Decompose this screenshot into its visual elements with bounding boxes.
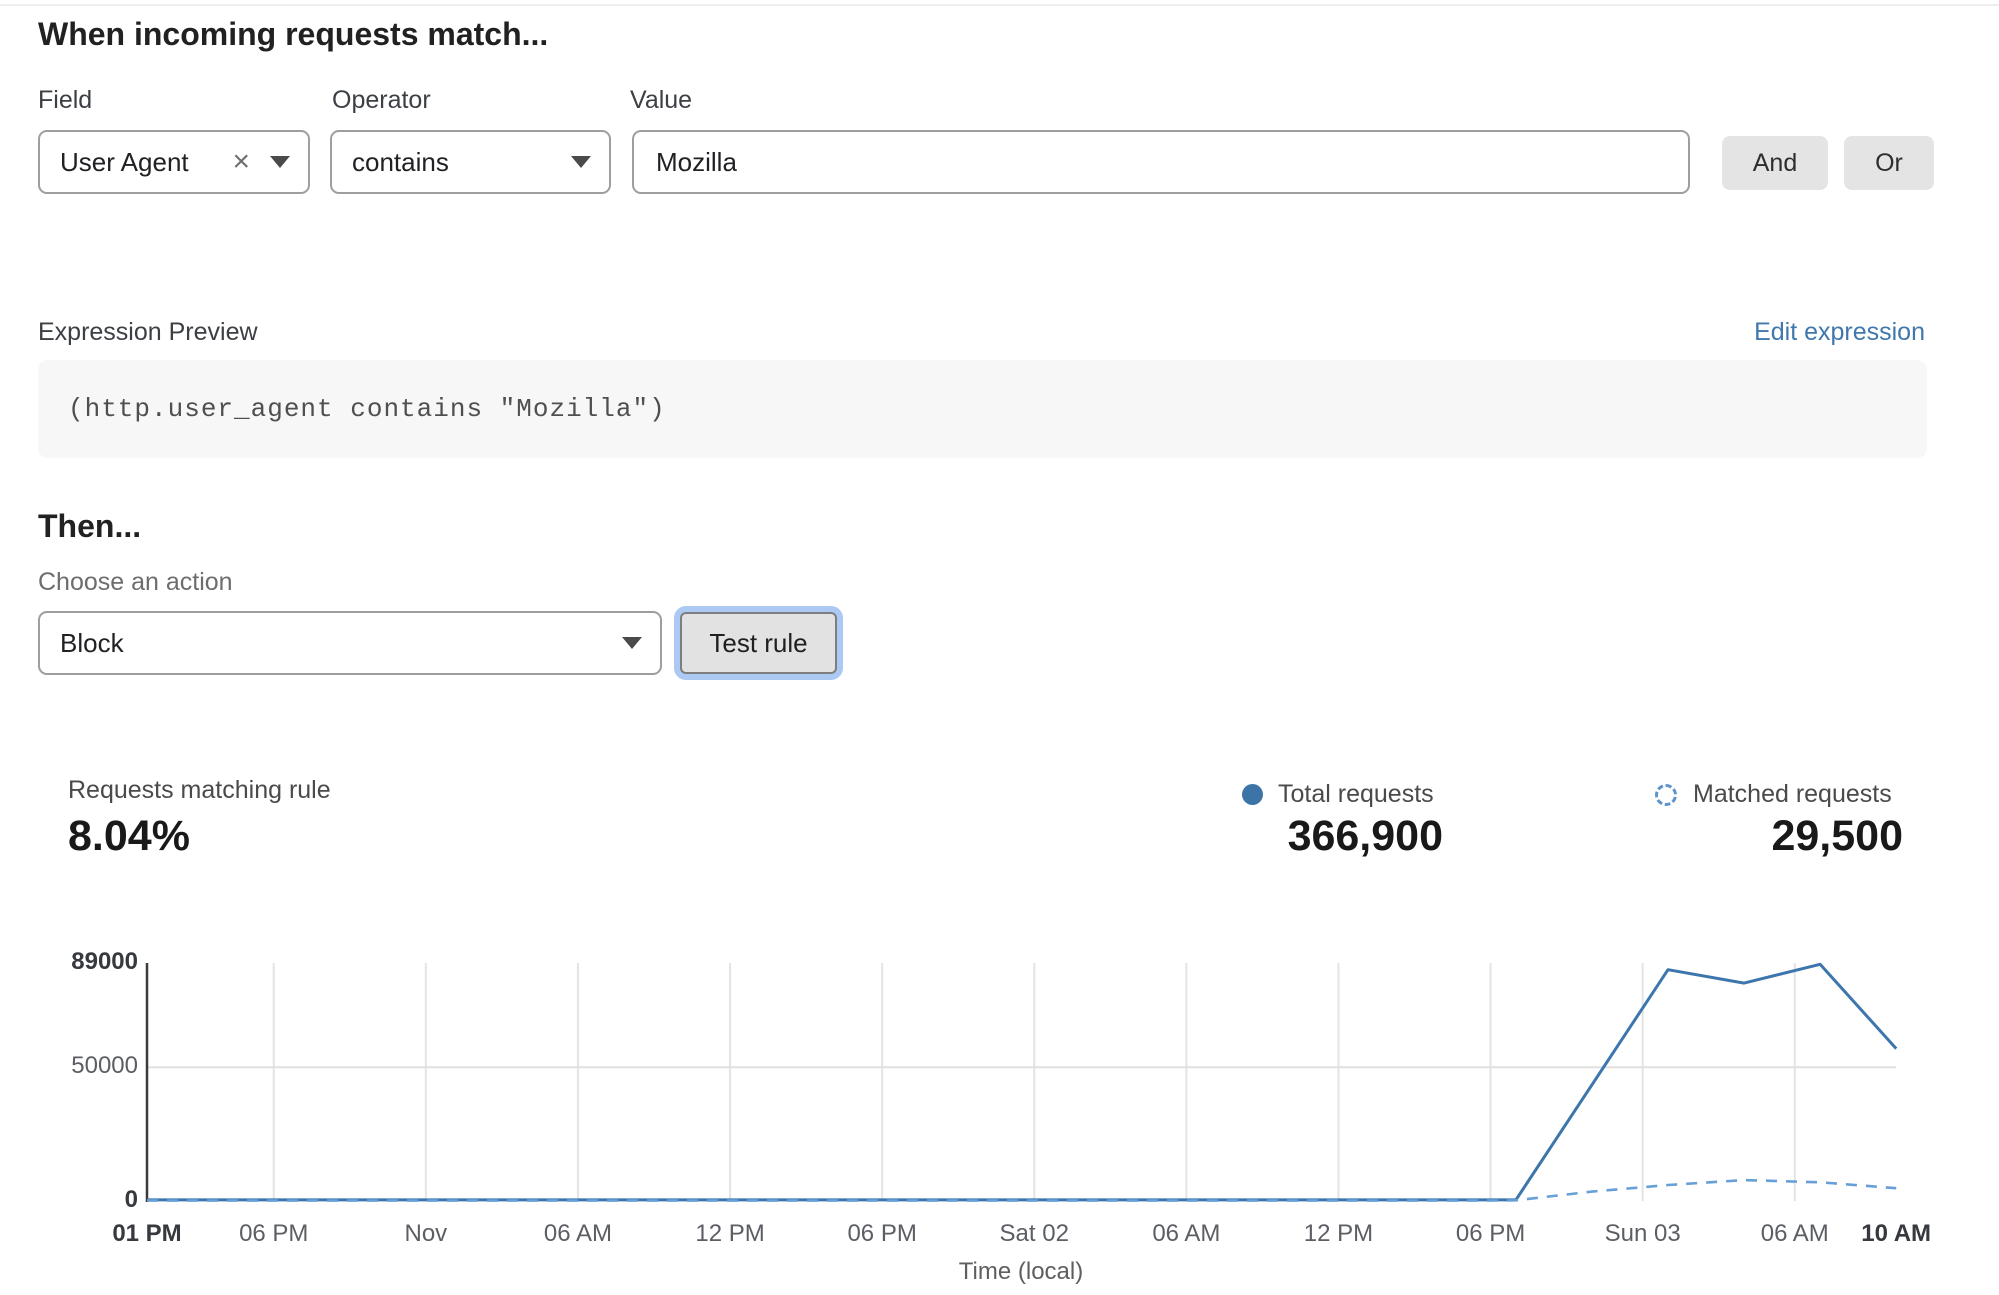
x-tick-label: 06 AM	[1760, 1220, 1829, 1247]
x-tick-label: 12 PM	[695, 1220, 765, 1247]
x-tick-label: 01 PM	[112, 1220, 182, 1247]
operator-label: Operator	[332, 86, 431, 114]
x-tick-label: 06 PM	[1455, 1220, 1526, 1247]
clear-field-icon[interactable]: ×	[232, 145, 250, 178]
total-requests-line	[147, 962, 1898, 1202]
matched-requests-dashed-circle-icon	[1655, 783, 1677, 806]
test-rule-button[interactable]: Test rule	[680, 612, 837, 674]
expression-preview-label: Expression Preview	[38, 318, 258, 346]
requests-matching-label: Requests matching rule	[68, 776, 331, 804]
y-tick-label: 50000	[71, 1052, 138, 1080]
legend-item-total[interactable]: Total requests	[1242, 780, 1434, 809]
matched-requests-value: 29,500	[1771, 812, 1903, 860]
matched-requests-line	[147, 1178, 1897, 1202]
then-heading: Then...	[38, 508, 142, 544]
action-select[interactable]: Block	[38, 611, 662, 675]
chevron-down-icon	[270, 156, 290, 168]
requests-matching-value: 8.04%	[68, 812, 190, 860]
page-title: When incoming requests match...	[38, 16, 549, 52]
operator-select-value: contains	[352, 146, 449, 177]
x-tick-label: 06 PM	[847, 1220, 917, 1247]
total-requests-label: Total requests	[1278, 780, 1434, 808]
x-tick-label: 10 AM	[1861, 1220, 1932, 1247]
x-tick-label: Sat 02	[999, 1220, 1069, 1247]
choose-action-label: Choose an action	[38, 568, 233, 596]
value-input[interactable]	[632, 130, 1690, 194]
legend-item-matched[interactable]: Matched requests	[1655, 780, 1892, 809]
value-label: Value	[630, 86, 693, 114]
edit-expression-link[interactable]: Edit expression	[1754, 318, 1925, 346]
field-select[interactable]: User Agent ×	[38, 130, 310, 194]
top-divider	[0, 4, 1999, 6]
x-tick-label: Sun 03	[1604, 1220, 1681, 1247]
x-tick-label: 06 PM	[239, 1220, 309, 1247]
x-tick-label: 12 PM	[1303, 1220, 1374, 1247]
and-button[interactable]: And	[1722, 136, 1828, 190]
y-tick-label: 89000	[71, 948, 138, 975]
total-requests-dot-icon	[1242, 784, 1263, 805]
action-select-value: Block	[60, 627, 124, 658]
x-axis-title: Time (local)	[958, 1258, 1084, 1285]
expression-code-box: (http.user_agent contains "Mozilla")	[38, 360, 1927, 458]
x-tick-label: 06 AM	[543, 1220, 612, 1247]
y-tick-label: 0	[124, 1186, 138, 1213]
chevron-down-icon	[571, 156, 591, 168]
field-select-value: User Agent	[60, 146, 189, 177]
x-tick-label: Nov	[404, 1220, 448, 1247]
x-tick-label: 06 AM	[1152, 1220, 1221, 1247]
matched-requests-label: Matched requests	[1693, 780, 1892, 808]
chevron-down-icon	[622, 637, 642, 649]
total-requests-value: 366,900	[1287, 812, 1443, 860]
expression-code: (http.user_agent contains "Mozilla")	[68, 394, 666, 424]
field-label: Field	[38, 86, 93, 114]
or-button[interactable]: Or	[1844, 136, 1934, 190]
operator-select[interactable]: contains	[330, 130, 611, 194]
